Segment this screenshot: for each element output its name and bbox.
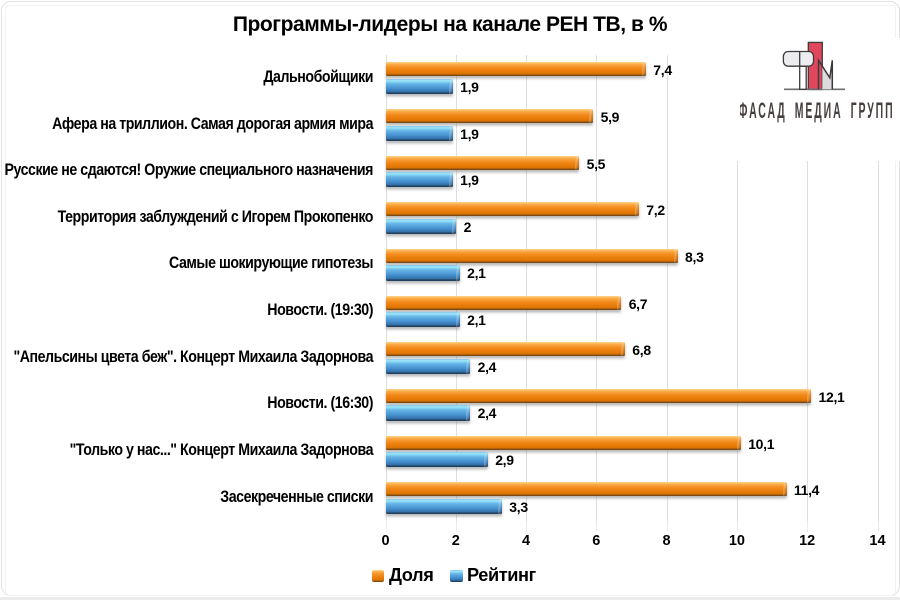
- svg-text:ФАСАД МЕДИА ГРУПП: ФАСАД МЕДИА ГРУПП: [740, 98, 895, 123]
